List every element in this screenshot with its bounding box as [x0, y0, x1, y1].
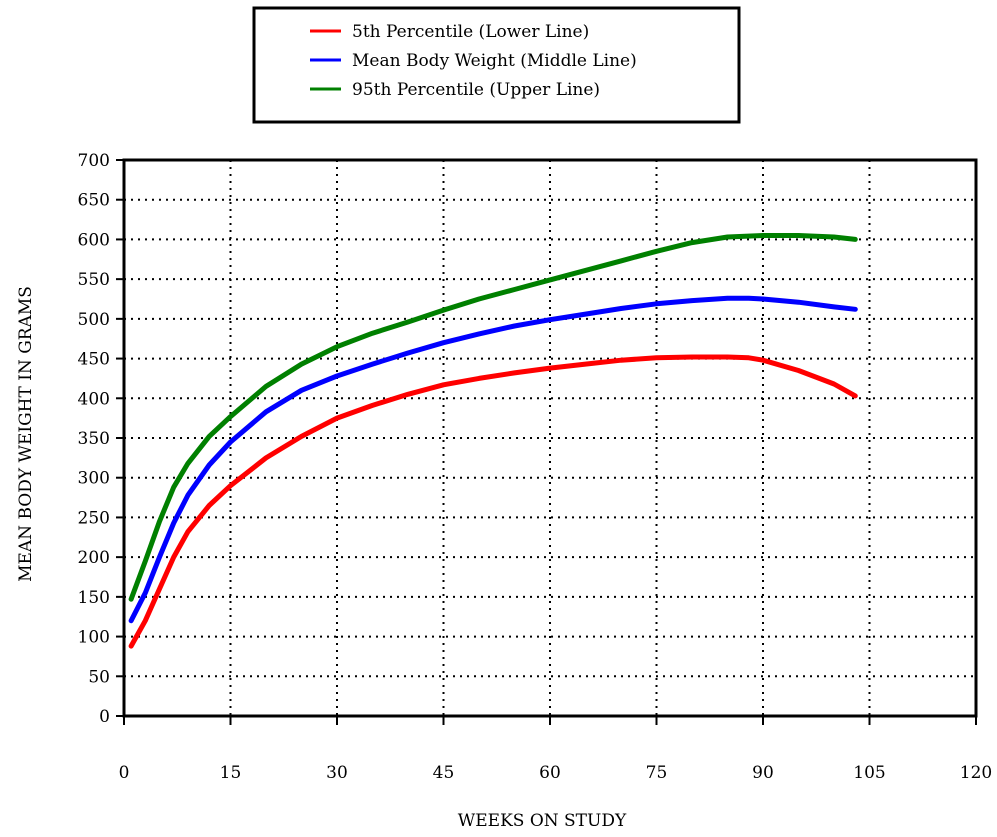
- y-axis: 0 50 100 150 200 250 300 350 400 450 500 550 600 650 7…: [78, 151, 124, 727]
- x-tick-label: 0: [119, 763, 130, 783]
- y-tick-label: 300: [78, 469, 110, 489]
- legend-label: 5th Percentile (Lower Line): [352, 22, 589, 42]
- series-line-2: [128, 295, 858, 624]
- y-tick-label: 550: [78, 270, 110, 290]
- series-layer: [128, 233, 858, 649]
- y-tick-label: 0: [99, 707, 110, 727]
- x-tick-label: 90: [752, 763, 774, 783]
- legend-label: 95th Percentile (Upper Line): [352, 80, 600, 100]
- y-tick-label: 150: [78, 588, 110, 608]
- y-tick-label: 700: [78, 151, 110, 171]
- y-tick-label: 450: [78, 350, 110, 370]
- y-tick-label: 650: [78, 191, 110, 211]
- grid: [124, 160, 976, 716]
- x-tick-label: 15: [220, 763, 242, 783]
- x-tick-label: 30: [326, 763, 348, 783]
- x-tick-label: 75: [646, 763, 668, 783]
- y-tick-label: 350: [78, 429, 110, 449]
- y-tick-label: 200: [78, 548, 110, 568]
- y-tick-label: 600: [78, 230, 110, 250]
- x-tick-label: 45: [433, 763, 455, 783]
- y-tick-label: 250: [78, 508, 110, 528]
- series-line-1: [128, 354, 858, 649]
- y-tick-label: 500: [78, 310, 110, 330]
- legend: 5th Percentile (Lower Line) Mean Body Wei…: [252, 6, 741, 124]
- legend-box: [252, 6, 741, 124]
- y-axis-title: MEAN BODY WEIGHT IN GRAMS: [16, 286, 36, 582]
- x-axis: 0 15 30 45 60 75 90 105 120: [119, 716, 992, 783]
- series-line-3: [128, 233, 858, 602]
- y-tick-label: 100: [78, 628, 110, 648]
- x-tick-label: 105: [853, 763, 885, 783]
- x-tick-label: 60: [539, 763, 561, 783]
- y-tick-label: 50: [88, 667, 110, 687]
- y-tick-label: 400: [78, 389, 110, 409]
- x-axis-title: WEEKS ON STUDY: [458, 811, 627, 831]
- x-tick-label: 120: [960, 763, 992, 783]
- legend-label: Mean Body Weight (Middle Line): [352, 51, 637, 71]
